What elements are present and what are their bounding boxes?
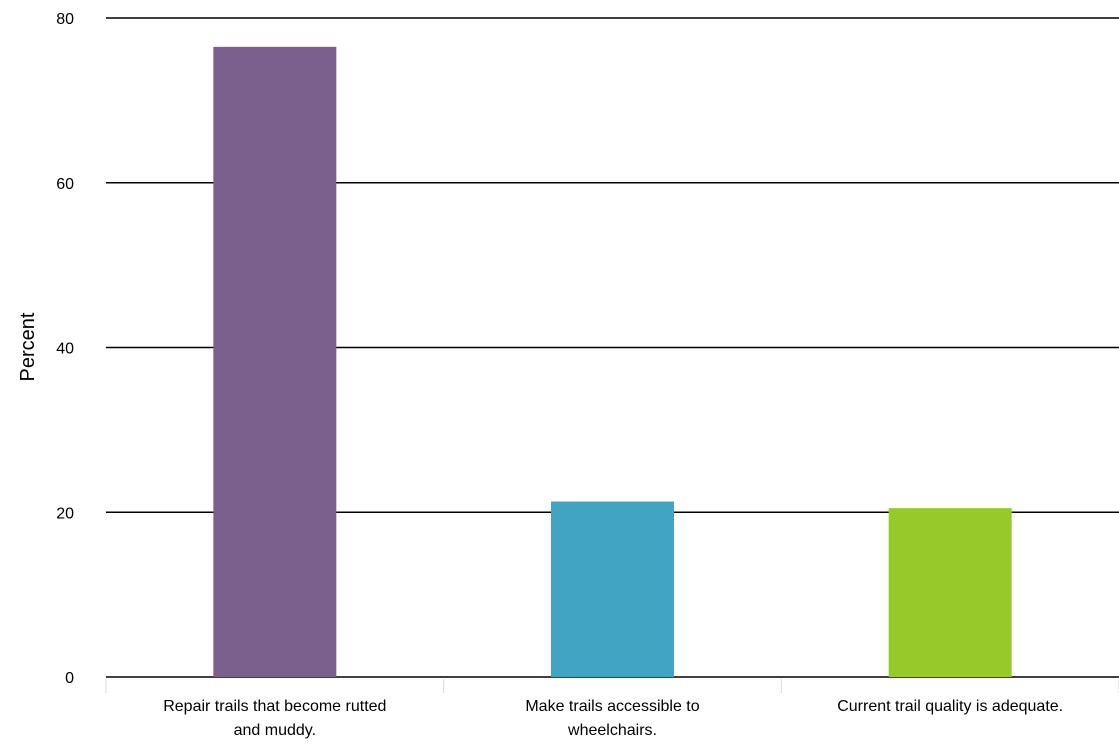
- bars: [213, 46, 1012, 678]
- y-tick-label: 40: [56, 341, 74, 358]
- y-tick-label: 0: [65, 670, 74, 687]
- y-tick-label: 60: [56, 176, 74, 193]
- bar-2: [551, 501, 674, 677]
- y-axis-title: Percent: [17, 312, 39, 381]
- x-category-label: Repair trails that become rutted: [163, 698, 386, 715]
- x-category-label: wheelchairs.: [567, 722, 657, 739]
- x-category-labels: Repair trails that become rutted and mudd…: [163, 698, 1063, 739]
- y-tick-labels: 0 20 40 60 80: [56, 11, 74, 687]
- x-category-label: Current trail quality is adequate.: [837, 698, 1063, 715]
- x-category-label: and muddy.: [234, 722, 316, 739]
- y-tick-label: 80: [56, 11, 74, 28]
- x-category-label: Make trails accessible to: [525, 698, 699, 715]
- bar-3: [888, 508, 1012, 677]
- bar-1: [213, 46, 337, 678]
- y-tick-label: 20: [56, 505, 74, 522]
